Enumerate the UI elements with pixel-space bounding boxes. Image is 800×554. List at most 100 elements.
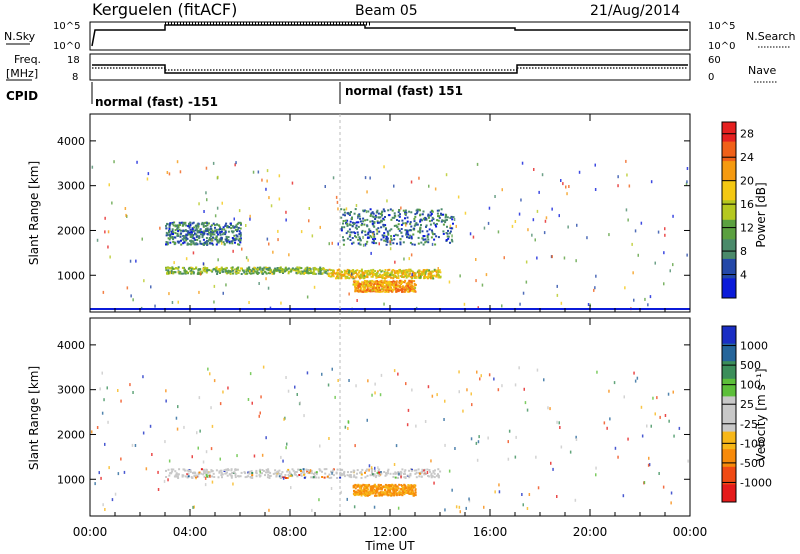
noise-cell [428,184,430,188]
data-cell [310,469,313,472]
data-cell [321,470,323,473]
y-tick-label: 1000 [57,473,85,486]
data-cell [384,224,387,227]
data-cell [391,271,394,274]
noise-cell [324,185,326,188]
data-cell [402,272,405,274]
noise-cell [277,229,279,233]
data-cell [345,270,348,273]
data-cell [372,273,375,276]
data-cell [261,273,264,275]
data-cell [220,239,223,242]
data-cell [216,238,218,241]
data-cell [276,268,278,271]
data-cell [396,219,398,221]
data-cell [359,487,362,490]
data-cell [406,271,409,274]
data-cell [198,230,201,233]
data-cell [451,218,454,221]
data-cell [217,268,220,271]
data-cell [367,210,370,213]
data-cell [439,276,442,279]
data-cell [229,271,232,274]
data-cell [406,220,409,223]
data-cell [350,269,353,272]
data-cell [369,229,372,232]
data-cell [220,236,223,239]
data-cell [418,274,420,277]
data-cell [401,219,404,222]
data-cell [404,279,407,282]
data-cell [423,272,426,275]
data-cell [366,272,369,275]
data-cell [177,266,180,269]
data-cell [186,242,189,245]
data-cell [306,471,309,474]
data-cell [328,477,331,479]
data-cell [400,280,403,283]
data-cell [429,271,432,274]
noise-cell [257,170,260,174]
data-cell [212,268,215,271]
noise-cell [641,434,644,438]
data-cell [407,490,410,493]
data-cell [384,489,386,492]
data-cell [272,472,275,475]
data-cell [239,223,242,226]
noise-cell [238,209,241,213]
data-cell [405,285,408,288]
data-cell [372,280,375,283]
data-cell [424,473,427,475]
noise-cell [393,184,395,188]
data-cell [357,280,360,283]
data-cell [203,471,206,474]
colorbar-swatch [722,326,736,345]
data-cell [424,238,427,241]
data-cell [318,268,321,271]
data-cell [378,282,381,285]
data-cell [369,282,371,285]
data-cell [450,215,453,218]
noise-cell [667,392,670,396]
data-cell [375,486,378,489]
data-cell [418,475,421,478]
noise-cell [346,497,348,501]
noise-cell [657,230,660,234]
noise-cell [107,420,109,424]
noise-cell [272,250,274,254]
data-cell [446,225,448,228]
data-cell [437,476,440,479]
noise-cell [284,416,286,420]
data-cell [382,485,385,488]
data-cell [429,470,431,473]
data-cell [370,284,372,287]
noise-cell [368,468,370,472]
data-cell [202,267,205,270]
data-cell [246,267,249,270]
data-cell [198,231,201,234]
data-cell [387,290,390,293]
data-cell [343,475,346,478]
data-cell [438,269,441,272]
data-cell [194,229,197,232]
data-cell [202,224,205,227]
data-cell [409,484,412,487]
data-cell [377,216,380,219]
noise-cell [285,210,287,214]
noise-cell [286,442,288,446]
data-cell [184,475,187,478]
noise-cell [213,300,215,304]
data-cell [235,272,238,275]
data-cell [315,476,318,479]
data-cell [224,472,227,475]
data-cell [434,243,437,246]
data-cell [353,475,356,478]
data-cell [407,233,410,236]
data-cell [392,289,395,292]
data-cell [360,287,363,290]
data-cell [250,476,253,479]
data-cell [398,215,401,218]
data-cell [230,227,233,230]
noise-cell [247,258,249,262]
